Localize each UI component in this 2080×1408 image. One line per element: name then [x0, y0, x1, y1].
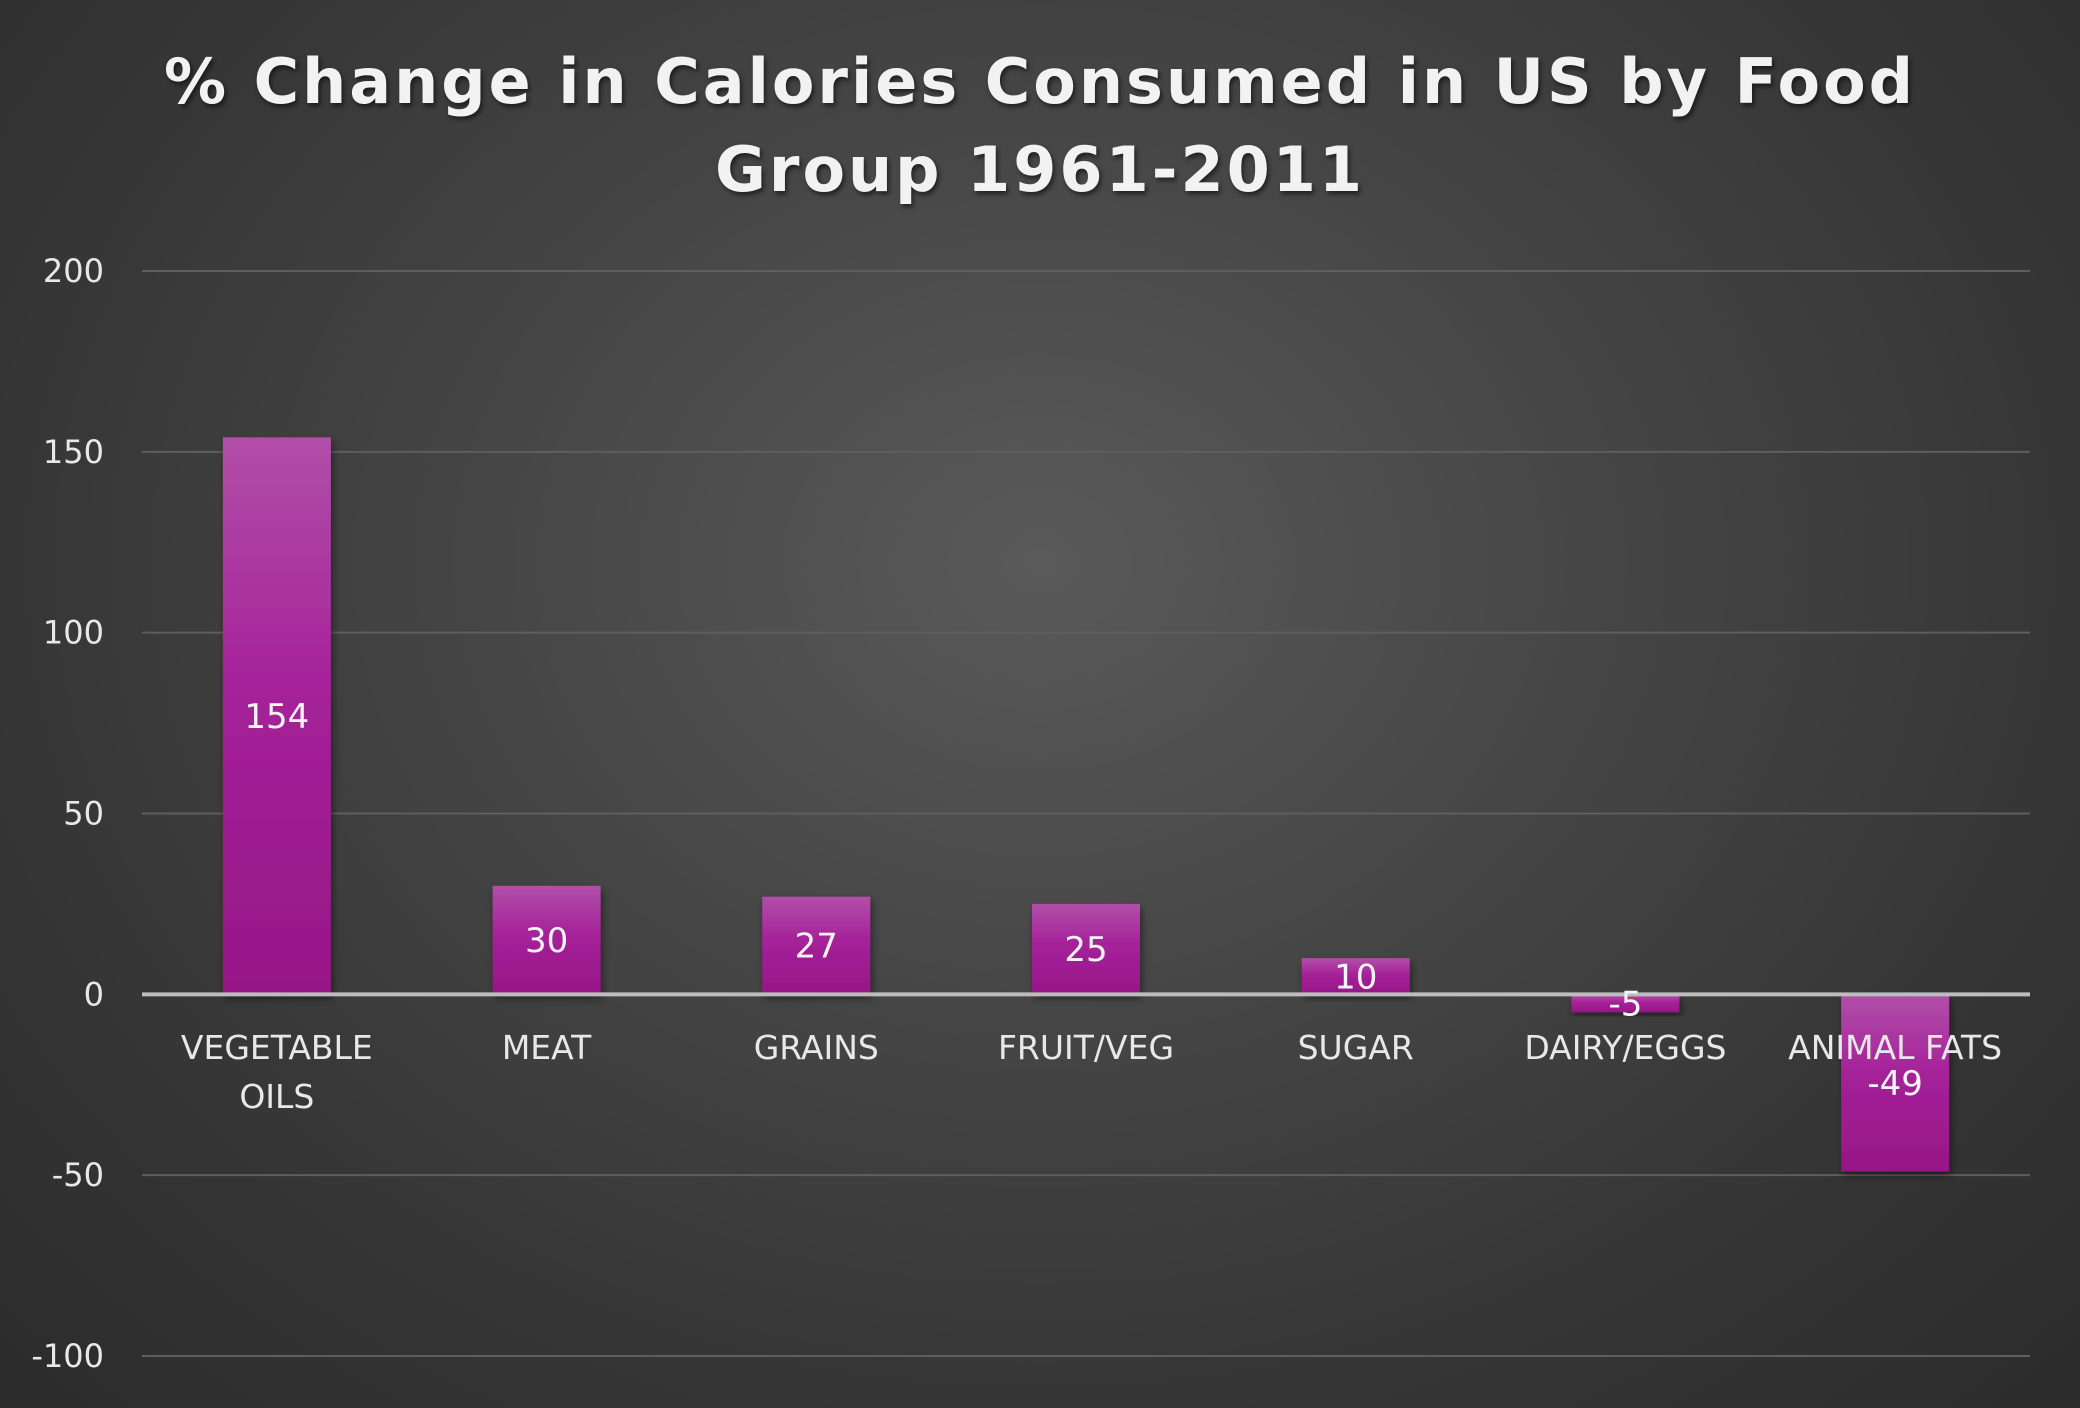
bar	[1571, 994, 1680, 1013]
y-tick-label: 100	[43, 614, 104, 652]
x-tick-label: ANIMAL FATS	[1788, 1028, 2002, 1067]
x-axis: VEGETABLE OILS MEAT GRAINS FRUIT/VEG SUGAR DAI…	[181, 1028, 2002, 1116]
y-tick-label: 50	[63, 795, 104, 833]
x-tick-label: SUGAR	[1298, 1028, 1414, 1067]
bar	[222, 437, 331, 995]
y-tick-label: -50	[52, 1156, 104, 1194]
x-tick-label: VEGETABLE OILS	[181, 1028, 373, 1116]
x-tick-label: GRAINS	[754, 1028, 879, 1067]
y-tick-label: 0	[84, 975, 104, 1013]
y-tick-label: -100	[31, 1337, 104, 1375]
x-tick-label: DAIRY/EGGS	[1524, 1028, 1726, 1067]
data-label: -5	[1608, 984, 1642, 1024]
chart-title: % Change in Calories Consumed in US by F…	[163, 45, 1917, 206]
y-tick-label: 150	[43, 433, 104, 471]
bar	[1032, 903, 1140, 995]
gridlines	[142, 270, 2030, 1357]
data-label: 10	[1334, 957, 1377, 997]
data-label: 27	[795, 927, 838, 967]
data-labels: 154 30 27 25 10 -5 -49	[244, 697, 1923, 1104]
data-label: -49	[1867, 1064, 1923, 1104]
y-tick-label: 200	[43, 252, 104, 290]
bars	[222, 437, 1950, 1172]
bar	[1301, 958, 1410, 995]
y-axis: 200 150 100 50 0 -50 -100	[31, 252, 104, 1375]
bar	[1841, 994, 1950, 1172]
data-label: 25	[1064, 930, 1107, 970]
x-tick-label: MEAT	[502, 1028, 592, 1067]
data-label: 154	[244, 697, 309, 737]
bar	[762, 896, 871, 995]
bar	[492, 885, 601, 995]
data-label: 30	[525, 921, 568, 961]
x-tick-label: FRUIT/VEG	[998, 1028, 1174, 1067]
